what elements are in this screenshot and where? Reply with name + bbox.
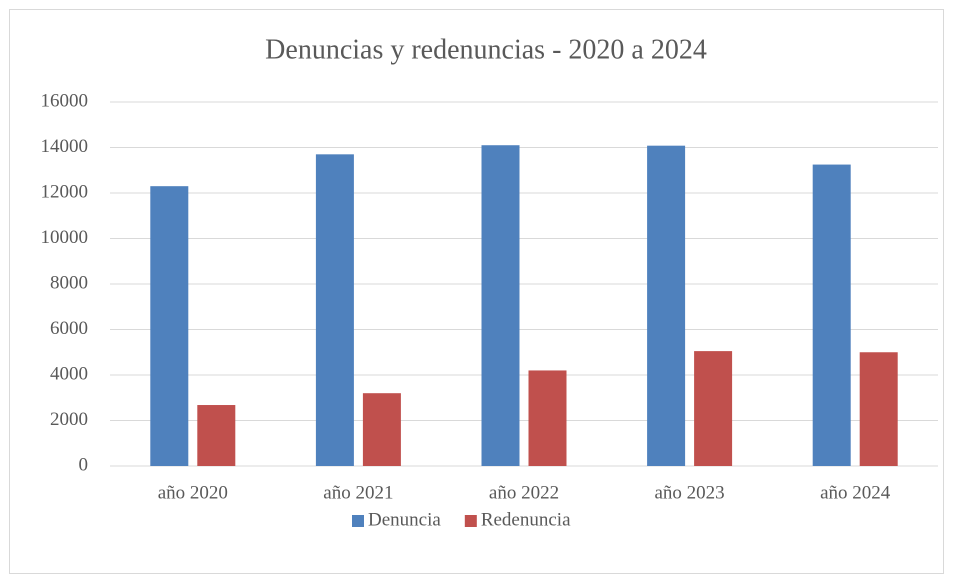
x-tick-label: año 2022 bbox=[489, 482, 559, 503]
legend-swatch bbox=[464, 515, 477, 527]
y-tick-label: 14000 bbox=[41, 136, 89, 157]
bar bbox=[694, 351, 733, 466]
chart-title: Denuncias y redenuncias - 2020 a 2024 bbox=[265, 34, 707, 65]
legend-label: Redenuncia bbox=[481, 509, 571, 530]
y-tick-label: 10000 bbox=[41, 227, 89, 248]
x-tick-label: año 2020 bbox=[158, 482, 228, 503]
y-tick-label: 0 bbox=[79, 454, 89, 475]
legend-label: Denuncia bbox=[368, 509, 441, 530]
bar bbox=[647, 145, 686, 466]
chart-border bbox=[9, 9, 944, 574]
legend-swatch bbox=[352, 515, 364, 527]
y-tick-label: 8000 bbox=[50, 272, 88, 293]
x-tick-label: año 2023 bbox=[655, 482, 725, 503]
y-tick-label: 2000 bbox=[50, 409, 88, 430]
x-tick-label: año 2024 bbox=[820, 482, 891, 503]
bar bbox=[812, 164, 851, 466]
y-tick-label: 4000 bbox=[50, 363, 88, 384]
bar bbox=[197, 405, 236, 466]
x-tick-label: año 2021 bbox=[323, 482, 393, 503]
y-tick-label: 16000 bbox=[41, 90, 89, 111]
bar bbox=[150, 186, 189, 467]
bar bbox=[481, 145, 520, 466]
y-tick-label: 6000 bbox=[50, 318, 88, 339]
bar bbox=[362, 393, 401, 466]
bar bbox=[315, 154, 354, 466]
y-tick-label: 12000 bbox=[41, 181, 89, 202]
bar bbox=[859, 352, 898, 466]
bar bbox=[528, 370, 567, 466]
